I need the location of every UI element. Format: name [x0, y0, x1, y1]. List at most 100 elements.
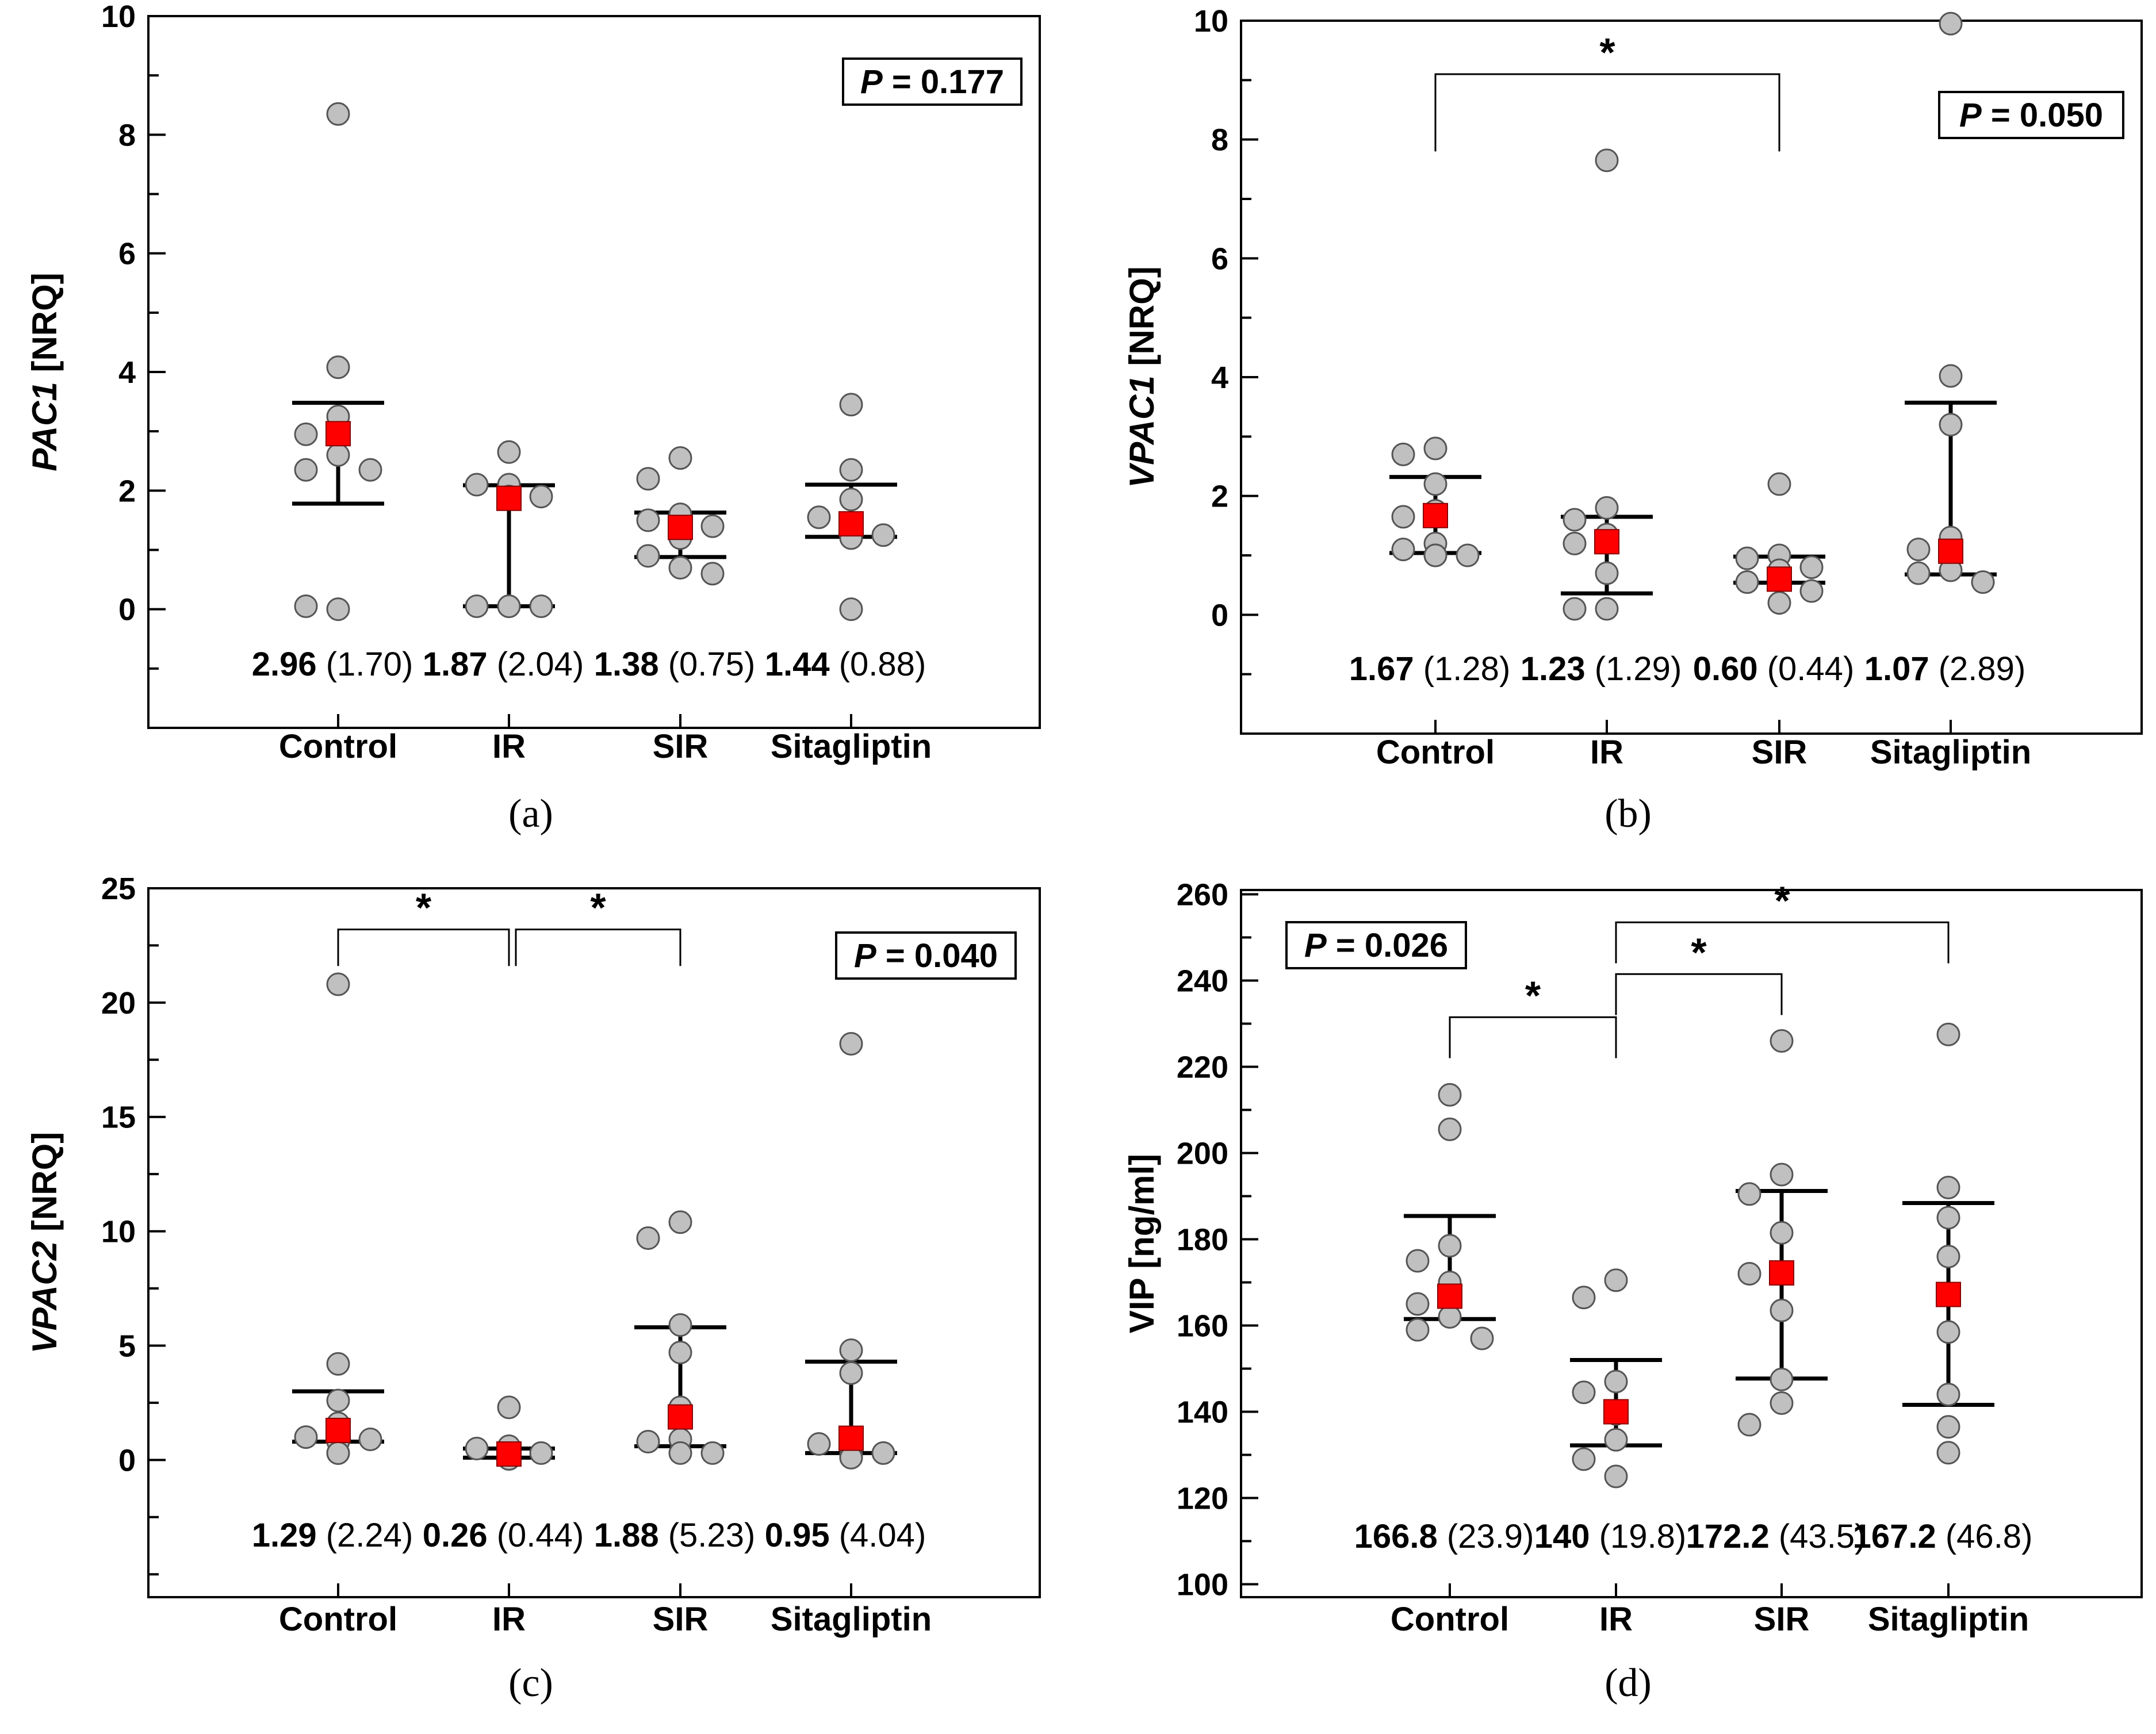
data-point [636, 508, 660, 532]
group-control [1389, 436, 1481, 567]
iqr-value: (23.9) [1438, 1518, 1534, 1555]
data-point [1604, 1464, 1628, 1489]
data-point [1391, 538, 1415, 562]
group-sir [1736, 1029, 1828, 1437]
y-tick-label: 25 [101, 872, 136, 906]
group-sitagliptin [805, 1031, 897, 1470]
median-value: 1.07 [1864, 650, 1929, 688]
data-point [294, 458, 318, 482]
data-point [1406, 1318, 1430, 1342]
y-tick-label: 6 [118, 237, 136, 271]
median-iqr-label: 140 (19.8) [1534, 1518, 1686, 1555]
median-value: 1.44 [765, 646, 830, 683]
data-point [1595, 561, 1619, 585]
plot-frame [147, 887, 1041, 1598]
data-point [1936, 1415, 1960, 1439]
data-point [1406, 1292, 1430, 1316]
iqr-value: (43.5) [1770, 1518, 1866, 1555]
data-point [326, 355, 350, 379]
median-value: 140 [1534, 1518, 1590, 1555]
y-tick-label: 10 [101, 0, 136, 34]
data-point [529, 594, 553, 619]
y-tick-label: 5 [118, 1329, 136, 1363]
median-value: 167.2 [1853, 1518, 1936, 1555]
data-point [1770, 1298, 1794, 1322]
y-axis-label-unit: [NRQ] [25, 1132, 64, 1241]
data-point [1936, 1320, 1960, 1344]
y-axis-label-variable: PAC1 [25, 382, 64, 471]
y-tick-label: 15 [101, 1100, 136, 1135]
significance-bracket [515, 929, 681, 966]
significance-bracket [1615, 921, 1950, 964]
data-point [1936, 1176, 1960, 1199]
median-iqr-label: 0.26 (0.44) [423, 1517, 584, 1554]
y-tick-label: 10 [101, 1215, 136, 1249]
median-iqr-label: 1.23 (1.29) [1521, 650, 1682, 688]
data-point [1572, 1447, 1596, 1471]
x-tick-label: SIR [653, 1601, 709, 1638]
data-point [1939, 364, 1963, 388]
median-marker [1423, 502, 1448, 528]
y-tick-label: 180 [1177, 1223, 1228, 1257]
y-tick-label: 8 [118, 118, 136, 152]
data-point [1799, 579, 1824, 603]
data-point [1939, 11, 1963, 36]
median-iqr-label: 0.95 (4.04) [765, 1517, 926, 1554]
data-point [668, 1340, 692, 1364]
data-point [1735, 570, 1759, 594]
x-tick-label: SIR [653, 728, 709, 765]
y-axis-label: VIP [ng/ml] [1123, 1154, 1161, 1333]
median-marker [1936, 1282, 1961, 1307]
iqr-value: (0.44) [488, 1517, 584, 1554]
median-value: 1.67 [1349, 650, 1414, 688]
panel-label: (b) [1604, 792, 1652, 836]
p-value: = 0.177 [883, 63, 1004, 101]
data-point [1767, 472, 1791, 496]
median-value: 172.2 [1686, 1518, 1770, 1555]
iqr-value: (1.70) [317, 646, 413, 683]
data-point [1563, 508, 1587, 532]
data-point [326, 102, 350, 126]
data-point [294, 594, 318, 619]
group-sir [1733, 472, 1825, 615]
data-point [358, 458, 382, 482]
median-marker [1767, 566, 1792, 592]
data-point [1595, 148, 1619, 172]
data-point [1563, 597, 1587, 621]
iqr-value: (2.24) [317, 1517, 413, 1554]
significance-star: * [416, 885, 432, 930]
chart-panel-a: 0 2 4 6 8 10 Control IR SIR Sitagliptin PAC1 [NRQ]… [25, 0, 1041, 836]
data-point [1770, 1367, 1794, 1391]
data-point [465, 1436, 489, 1460]
group-sitagliptin [805, 393, 897, 622]
median-marker [1938, 538, 1963, 564]
median-marker [1437, 1283, 1462, 1309]
data-point [668, 1441, 692, 1465]
x-tick-label: IR [1590, 734, 1623, 771]
y-tick-label: 140 [1177, 1395, 1228, 1430]
median-iqr-label: 1.87 (2.04) [423, 646, 584, 683]
x-tick-label: IR [1599, 1601, 1633, 1638]
data-point [636, 467, 660, 491]
data-point [668, 555, 692, 580]
p-value: = 0.050 [1982, 97, 2103, 134]
data-point [839, 488, 863, 512]
y-tick-label: 260 [1177, 878, 1228, 912]
data-point [529, 485, 553, 509]
data-point [497, 440, 521, 464]
panel-label: (d) [1604, 1661, 1652, 1705]
p-symbol: P [854, 937, 876, 975]
data-point [326, 1352, 350, 1376]
data-point [497, 594, 521, 619]
p-value-text: P = 0.177 [860, 63, 1004, 101]
p-value-text: P = 0.026 [1304, 927, 1448, 964]
y-tick-label: 100 [1177, 1568, 1228, 1602]
iqr-value: (46.8) [1936, 1518, 2033, 1555]
y-axis-label: PAC1 [NRQ] [25, 273, 64, 471]
significance-bracket [1615, 973, 1783, 1015]
x-tick-label: IR [492, 1601, 526, 1638]
y-axis-label-unit: [NRQ] [25, 273, 64, 382]
group-ir [1561, 148, 1653, 621]
p-value-box [1285, 921, 1467, 969]
data-point [1936, 1022, 1960, 1046]
